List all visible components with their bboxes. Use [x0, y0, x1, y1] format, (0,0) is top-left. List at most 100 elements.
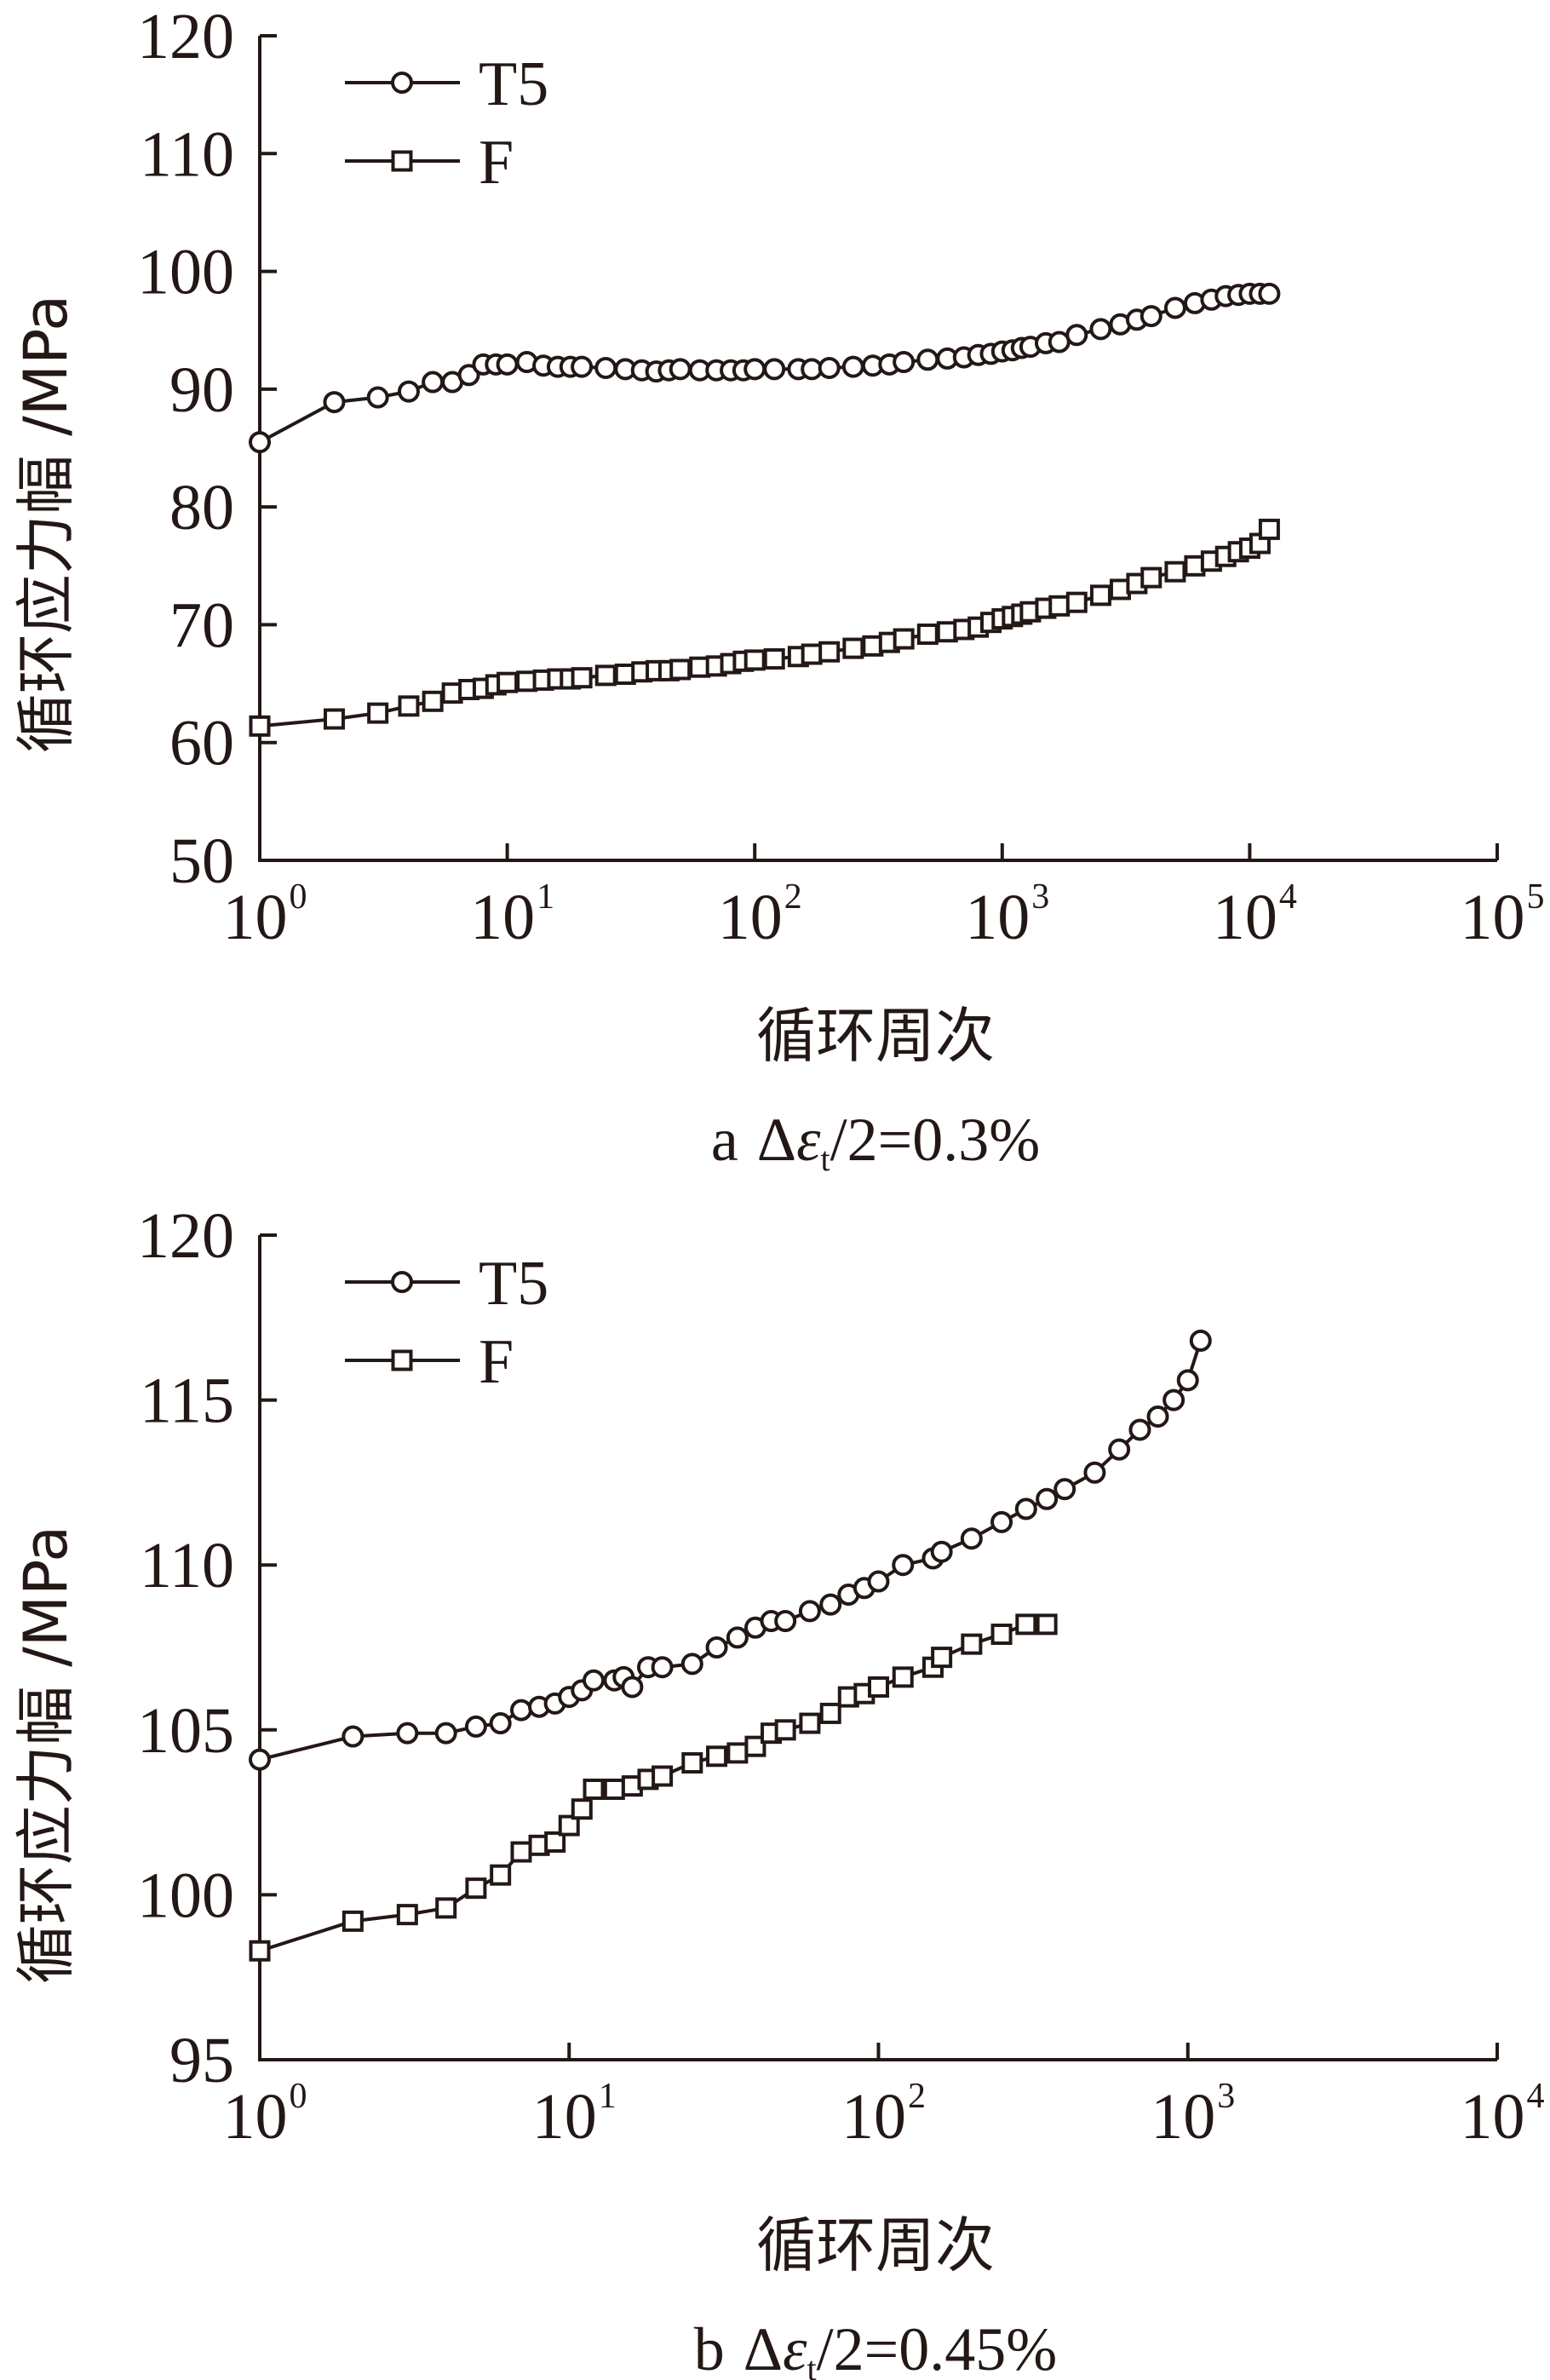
data-point	[743, 358, 766, 381]
legend-label: F	[479, 1327, 514, 1397]
legend-entry: T5	[345, 49, 548, 119]
caption-subscript: t	[807, 2349, 816, 2380]
data-point	[544, 1831, 566, 1853]
data-point	[893, 351, 916, 374]
data-point	[1014, 1498, 1037, 1521]
data-point	[422, 690, 444, 712]
data-point	[818, 356, 841, 379]
data-point	[681, 1752, 703, 1774]
data-point	[1108, 1438, 1131, 1461]
data-point	[1065, 324, 1088, 347]
caption-epsilon: ε	[796, 1106, 821, 1174]
data-point	[669, 658, 692, 681]
data-point	[841, 355, 864, 378]
data-point	[583, 1778, 605, 1800]
legend-marker	[391, 1349, 413, 1371]
caption-delta: Δ	[743, 2315, 783, 2380]
subplot-caption: a Δεt/2=0.3%	[711, 1106, 1040, 1178]
data-point	[916, 623, 939, 645]
data-point	[496, 353, 519, 376]
legend-label: F	[479, 128, 514, 198]
data-point	[1089, 318, 1112, 341]
data-point	[1140, 305, 1162, 328]
y-tick-label: 100	[137, 237, 234, 308]
x-tick-label: 101	[470, 877, 554, 953]
y-tick-label: 90	[169, 354, 234, 426]
data-point	[1164, 561, 1186, 583]
data-point	[422, 371, 445, 394]
x-tick-label: 101	[532, 2077, 617, 2153]
data-point	[680, 1653, 703, 1676]
data-point	[1146, 1405, 1169, 1428]
data-point	[594, 664, 617, 687]
data-point	[1015, 1613, 1037, 1636]
data-point	[931, 1647, 953, 1669]
subplot-caption: b Δεt/2=0.45%	[694, 2315, 1057, 2380]
data-point	[1163, 296, 1186, 319]
data-point	[726, 1742, 749, 1764]
x-tick-label: 102	[718, 877, 802, 953]
data-point	[819, 1593, 842, 1616]
data-point	[892, 1666, 914, 1688]
data-point	[763, 648, 785, 670]
data-point	[1048, 595, 1071, 617]
x-tick-label: 104	[1213, 877, 1297, 953]
data-point	[990, 1624, 1013, 1646]
data-point	[798, 1600, 821, 1623]
data-point	[398, 695, 420, 717]
caption-prefix: a	[711, 1106, 738, 1174]
y-tick-label: 110	[140, 118, 234, 190]
legend-entry: F	[345, 1327, 514, 1397]
caption-delta: Δ	[757, 1106, 796, 1174]
data-point	[396, 1722, 419, 1745]
data-point	[1053, 1478, 1076, 1501]
x-axis-label: 循环周次	[756, 1001, 995, 1071]
legend-marker	[391, 150, 413, 172]
data-point	[594, 356, 617, 379]
data-point	[669, 358, 692, 381]
data-point	[799, 1712, 821, 1734]
data-point	[1128, 1418, 1151, 1441]
y-tick-label: 115	[140, 1365, 234, 1437]
data-point	[558, 1814, 580, 1837]
data-point	[249, 715, 271, 737]
data-point	[867, 1570, 890, 1593]
data-point	[651, 1656, 674, 1679]
data-point	[1176, 1369, 1199, 1392]
data-point	[1189, 1329, 1212, 1352]
data-point	[323, 708, 345, 730]
data-point	[603, 1778, 625, 1800]
data-point	[510, 1841, 532, 1863]
x-axis-label: 循环周次	[756, 2210, 995, 2280]
data-point	[1140, 566, 1162, 589]
data-point	[509, 1699, 532, 1722]
y-axis-label: 循环应力幅 /MPa	[11, 1526, 81, 1984]
caption-subscript: t	[820, 1140, 830, 1178]
legend-entry: T5	[345, 1249, 548, 1319]
data-point	[497, 671, 519, 693]
data-point	[801, 643, 823, 665]
data-point	[818, 641, 841, 663]
data-point	[706, 1745, 728, 1768]
series-line	[259, 1340, 1203, 1762]
x-tick-label: 104	[1461, 2077, 1545, 2153]
data-point	[367, 702, 389, 724]
series-F	[249, 1613, 1058, 1962]
y-tick-label: 105	[137, 1695, 234, 1767]
data-point	[916, 348, 939, 371]
data-point	[893, 628, 915, 650]
data-point	[868, 1676, 889, 1698]
data-point	[342, 1725, 365, 1748]
data-point	[774, 1719, 796, 1741]
data-point	[434, 1722, 457, 1745]
series-T5	[249, 1329, 1212, 1771]
data-point	[621, 1676, 644, 1699]
data-point	[892, 1554, 915, 1577]
data-point	[457, 364, 480, 387]
data-point	[1089, 584, 1111, 606]
y-tick-label: 110	[140, 1530, 234, 1601]
legend-marker	[391, 72, 413, 94]
data-point	[819, 1702, 841, 1724]
data-point	[763, 358, 786, 381]
